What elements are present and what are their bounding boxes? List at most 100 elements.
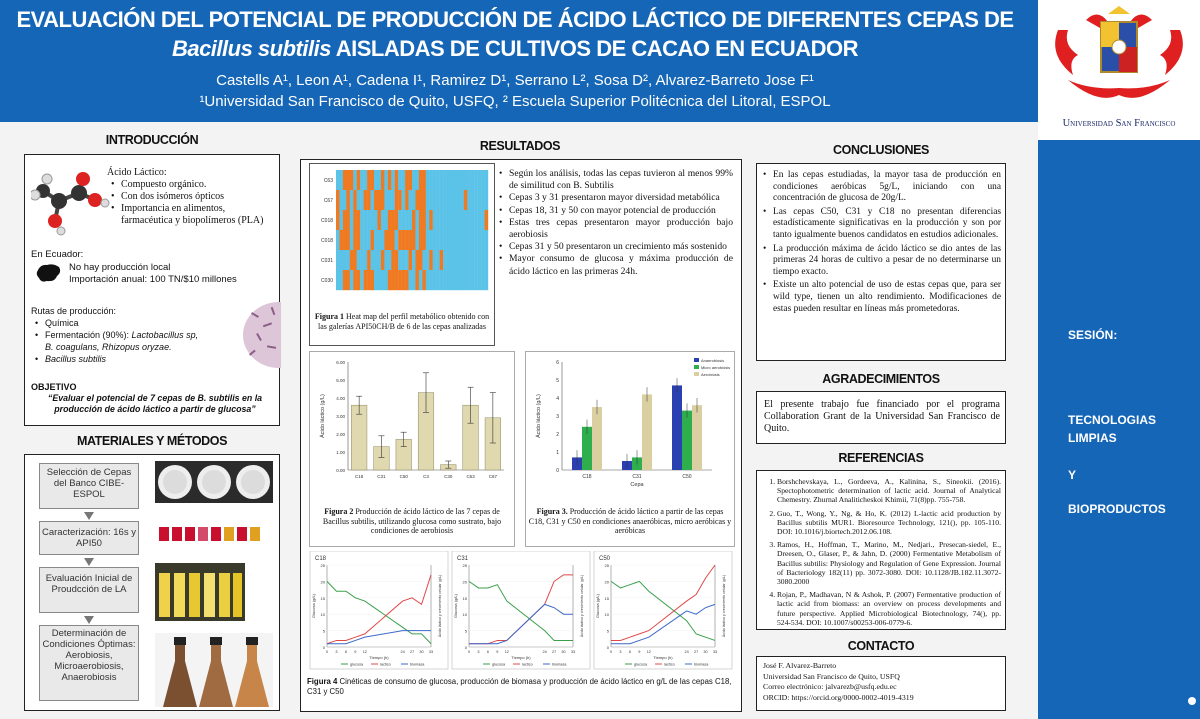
x-axis-label: Tiempo (h) bbox=[511, 655, 531, 660]
heatmap-cell bbox=[484, 210, 489, 231]
intro-title: INTRODUCCIÓN bbox=[105, 133, 199, 147]
refs-box: Borshchevskaya, L., Gordeeva, A., Kalini… bbox=[756, 470, 1006, 630]
heatmap-cell bbox=[429, 190, 433, 211]
flow-arrow-icon bbox=[84, 512, 94, 520]
heatmap-cell bbox=[450, 210, 454, 231]
y-tick-label: 20 bbox=[463, 579, 468, 584]
x-tick-label: 27 bbox=[694, 650, 698, 654]
heatmap-cell bbox=[425, 210, 430, 231]
heatmap-cell bbox=[470, 230, 475, 251]
heatmap-cell bbox=[470, 250, 475, 271]
x-tick-label: 24 bbox=[401, 650, 405, 654]
session-label: SESIÓN: bbox=[1068, 328, 1118, 342]
result-bullet: Cepas 18, 31 y 50 con mayor potencial de… bbox=[499, 205, 733, 217]
heatmap-cell bbox=[363, 190, 368, 211]
refs-title: REFERENCIAS bbox=[838, 451, 924, 465]
bar bbox=[351, 404, 368, 471]
heatmap-cell bbox=[470, 190, 475, 211]
y-tick-label: 5 bbox=[465, 629, 468, 634]
contact-orcid[interactable]: ORCID: https://orcid.org/0000-0002-4019-… bbox=[763, 692, 914, 702]
legend-label: Micro aerobiosis bbox=[701, 365, 730, 370]
heatmap-cell bbox=[425, 270, 430, 291]
heatmap-cell bbox=[450, 250, 454, 271]
reference-item: Borshchevskaya, L., Gordeeva, A., Kalini… bbox=[777, 477, 1001, 505]
heatmap-cell bbox=[443, 230, 447, 251]
heatmap-cell bbox=[339, 250, 344, 271]
figure-3-caption: Figura 3. Producción de ácido láctico a … bbox=[528, 507, 732, 535]
poster-title: EVALUACIÓN DEL POTENCIAL DE PRODUCCIÓN D… bbox=[10, 5, 1020, 63]
route-bacillus: Bacillus subtilis bbox=[35, 353, 246, 365]
heatmap-cell bbox=[342, 190, 347, 211]
x-tick-label: 0 bbox=[610, 650, 612, 654]
title-rest: AISLADAS DE CULTIVOS DE CACAO EN ECUADOR bbox=[330, 36, 859, 61]
heatmap-cell bbox=[401, 270, 406, 291]
heatmap-cell bbox=[377, 250, 382, 271]
heatmap-cell bbox=[481, 190, 485, 211]
heatmap-cell bbox=[401, 250, 406, 271]
bar bbox=[642, 394, 652, 470]
heatmap-cell bbox=[377, 170, 382, 191]
heatmap-cell bbox=[481, 230, 485, 251]
heatmap-cell bbox=[339, 210, 344, 231]
y-tick-label: 0 bbox=[323, 645, 326, 650]
heatmap-cell bbox=[415, 270, 420, 291]
y-tick-label: 25 bbox=[463, 563, 468, 568]
heatmap-cell bbox=[418, 230, 423, 251]
x-tick-label: 12 bbox=[647, 650, 651, 654]
legend-label: biomasa bbox=[552, 663, 567, 667]
session-topic-3: BIOPRODUCTOS bbox=[1068, 502, 1166, 516]
corner-dot bbox=[1188, 697, 1196, 705]
heatmap-cell bbox=[432, 270, 437, 291]
y-tick-label: 6.00 bbox=[336, 360, 345, 365]
series-line bbox=[610, 580, 716, 641]
x-tick-label: 9 bbox=[354, 650, 356, 654]
heatmap-cell bbox=[346, 250, 351, 271]
heatmap-cell bbox=[456, 250, 461, 271]
heatmap-cell bbox=[380, 250, 385, 271]
heatmap-cell bbox=[336, 190, 340, 211]
affiliations: ¹Universidad San Francisco de Quito, USF… bbox=[199, 93, 831, 110]
heatmap-cell bbox=[346, 190, 351, 211]
heatmap-cell bbox=[363, 270, 368, 291]
heatmap-cell bbox=[429, 210, 433, 231]
heatmap-cell bbox=[384, 230, 389, 251]
heatmap-cell bbox=[380, 210, 385, 231]
header-banner: EVALUACIÓN DEL POTENCIAL DE PRODUCCIÓN D… bbox=[0, 0, 1200, 122]
heatmap-cell bbox=[436, 170, 440, 191]
heatmap-cell bbox=[391, 270, 395, 291]
y-tick-label: 4 bbox=[556, 396, 559, 402]
heatmap-cell bbox=[336, 230, 340, 251]
heatmap-cell bbox=[380, 230, 385, 251]
heatmap: C63 C67 C018 C018 C031 C030 bbox=[321, 170, 489, 291]
heatmap-cell bbox=[353, 270, 357, 291]
heatmap-cell bbox=[439, 190, 444, 211]
heatmap-cell bbox=[425, 170, 430, 191]
heatmap-cell bbox=[467, 190, 471, 211]
bar bbox=[682, 410, 692, 470]
heatmap-cell bbox=[349, 210, 354, 231]
heatmap-cell bbox=[425, 230, 430, 251]
contact-email[interactable]: Correo electrónico: jalvarezb@usfq.edu.e… bbox=[763, 682, 897, 691]
title-line-1: EVALUACIÓN DEL POTENCIAL DE PRODUCCIÓN D… bbox=[16, 7, 1014, 32]
bar bbox=[592, 407, 602, 470]
heatmap-cell bbox=[377, 230, 382, 251]
heatmap-cell bbox=[367, 270, 371, 291]
heatmap-cell bbox=[367, 190, 371, 211]
heatmap-cell bbox=[467, 230, 471, 251]
bar bbox=[672, 385, 682, 470]
x-tick-label: 3 bbox=[335, 650, 337, 654]
ack-text: El presente trabajo fue financiado por e… bbox=[764, 399, 1000, 434]
heatmap-cell bbox=[360, 170, 364, 191]
series-line bbox=[611, 564, 716, 641]
heatmap-cell bbox=[467, 270, 471, 291]
heatmap-cell bbox=[477, 270, 482, 291]
heatmap-cell bbox=[387, 210, 392, 231]
heatmap-cell bbox=[463, 190, 468, 211]
heatmap-cell bbox=[374, 230, 378, 251]
heatmap-cell bbox=[481, 210, 485, 231]
y-tick-label: 0 bbox=[556, 468, 559, 474]
y-axis-label: Ácido láctico (g/L) bbox=[319, 394, 326, 438]
y-tick-label: 1 bbox=[556, 450, 559, 456]
heatmap-cell bbox=[450, 230, 454, 251]
heatmap-cell bbox=[370, 210, 375, 231]
